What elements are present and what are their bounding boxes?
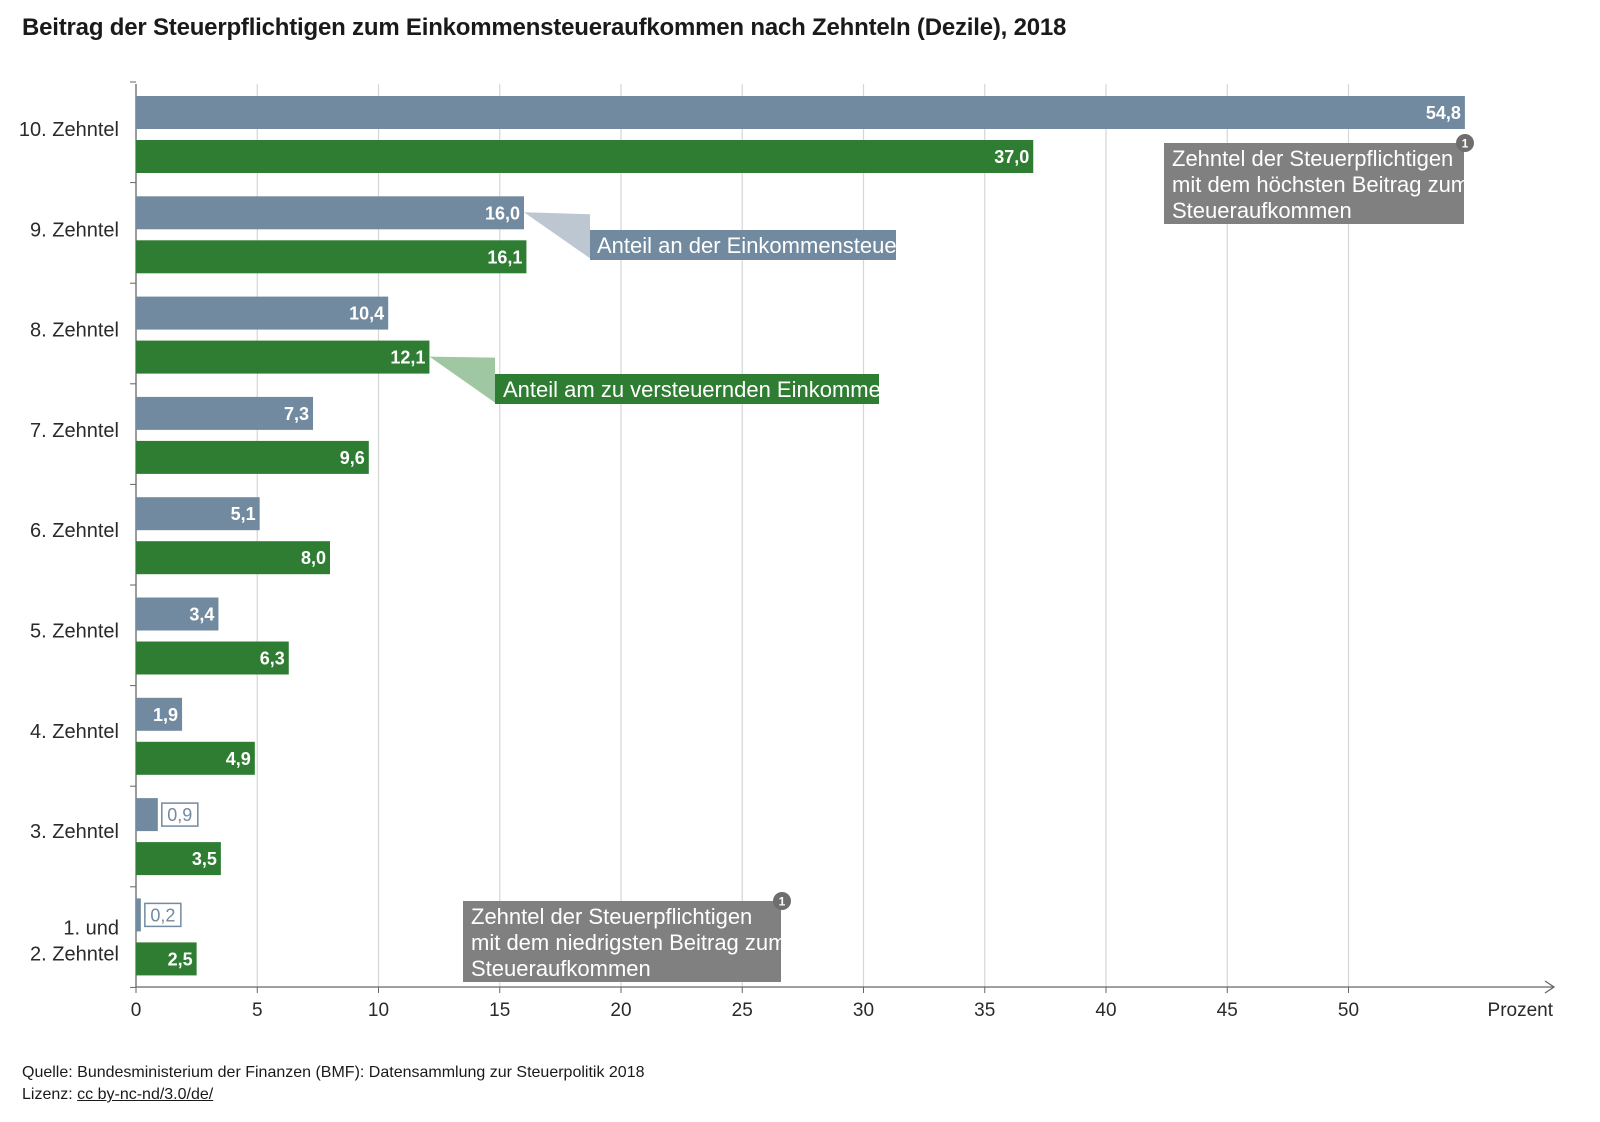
x-tick-label: 50: [1338, 1000, 1359, 1021]
category-label: 1. und 2. Zehntel: [30, 917, 119, 965]
green-bar: [136, 240, 527, 274]
category-label: 8. Zehntel: [30, 320, 119, 342]
value-label: 0,2: [150, 905, 175, 925]
green-callout-pointer: [429, 356, 495, 403]
x-tick-label: 15: [489, 1000, 510, 1021]
x-tick-label: 40: [1095, 1000, 1116, 1021]
value-label: 6,3: [260, 649, 285, 669]
license-link[interactable]: cc by-nc-nd/3.0/de/: [77, 1086, 214, 1103]
footnote-marker-label: 1: [779, 895, 786, 909]
green-bar: [136, 440, 369, 474]
grey-bar: [136, 898, 141, 932]
x-axis-title: Prozent: [1488, 1000, 1554, 1021]
green-bar: [136, 340, 430, 374]
green-bar: [136, 842, 221, 876]
license-note: Lizenz: cc by-nc-nd/3.0/de/: [22, 1084, 645, 1106]
top-decile-note-line: Steueraufkommen: [1172, 198, 1352, 223]
gridlines: [256, 84, 1350, 987]
grey-bar: [136, 697, 183, 731]
category-label: 7. Zehntel: [30, 420, 119, 442]
value-label: 9,6: [340, 448, 365, 468]
value-label: 16,1: [487, 247, 522, 267]
green-series-label: Anteil am zu versteuernden Einkommen: [503, 377, 893, 402]
footnote-marker: [773, 892, 791, 910]
category-label-line: 1. und: [63, 917, 119, 939]
footer: Quelle: Bundesministerium der Finanzen (…: [22, 1062, 645, 1106]
grey-bar: [136, 396, 314, 430]
value-label: 3,5: [192, 849, 217, 869]
value-label: 2,5: [168, 949, 193, 969]
axes: 0 5 10 15 20 25 30 35 40 45 50 Prozent 10. Zehntel 9.…: [19, 81, 1556, 1021]
source-note: Quelle: Bundesministerium der Finanzen (…: [22, 1064, 645, 1081]
value-label: 8,0: [301, 548, 326, 568]
top-decile-note-box: [1164, 143, 1464, 224]
category-label-line: 2. Zehntel: [30, 943, 119, 965]
footnote-marker-label: 1: [1462, 137, 1469, 151]
category-label: 6. Zehntel: [30, 520, 119, 542]
green-bar: [136, 641, 289, 675]
green-bar: [136, 140, 1034, 173]
grey-bar: [136, 296, 389, 330]
grey-callout-pointer: [524, 212, 590, 259]
top-decile-note-line: mit dem höchsten Beitrag zum: [1172, 172, 1469, 197]
grey-callout-box: [590, 230, 896, 260]
value-label: 3,4: [189, 605, 214, 625]
x-tick-label: 25: [732, 1000, 753, 1021]
green-bar: [136, 942, 197, 976]
value-label: 0,9: [167, 805, 192, 825]
x-tick-label: 35: [974, 1000, 995, 1021]
green-bar: [136, 541, 330, 575]
value-label: 10,4: [349, 304, 384, 324]
bar-chart: 0 5 10 15 20 25 30 35 40 45 50 Prozent 10. Zehntel 9.…: [19, 81, 1556, 1021]
value-label: 7,3: [284, 404, 309, 424]
x-tick-label: 45: [1217, 1000, 1238, 1021]
value-label: 12,1: [390, 348, 425, 368]
grey-bar: [136, 497, 260, 531]
category-label: 10. Zehntel: [19, 119, 119, 141]
bottom-decile-note-box: [463, 901, 781, 982]
chart-title: Beitrag der Steuerpflichtigen zum Einkom…: [22, 14, 1067, 41]
value-label: 1,9: [153, 705, 178, 725]
value-label: 54,8: [1426, 103, 1461, 123]
grey-bar: [136, 597, 219, 631]
annotations-group: Anteil an der Einkommensteuer Anteil am z…: [429, 134, 1474, 982]
grey-bar: [136, 96, 1465, 129]
footnote-marker: [1456, 134, 1474, 152]
license-prefix: Lizenz:: [22, 1086, 78, 1103]
x-tick-label: 20: [610, 1000, 631, 1021]
x-tick-label: 0: [131, 1000, 142, 1021]
value-label: 16,0: [485, 203, 520, 223]
bottom-decile-note-line: mit dem niedrigsten Beitrag zum: [471, 930, 786, 955]
grey-bar: [136, 798, 158, 832]
category-label: 5. Zehntel: [30, 621, 119, 643]
value-label-box: [161, 802, 199, 827]
x-tick-label: 5: [252, 1000, 263, 1021]
bottom-decile-note-line: Steueraufkommen: [471, 956, 651, 981]
green-callout-box: [495, 374, 879, 404]
category-label: 9. Zehntel: [30, 219, 119, 241]
category-label: 4. Zehntel: [30, 721, 119, 743]
bottom-decile-note-line: Zehntel der Steuerpflichtigen: [471, 904, 752, 929]
green-bar: [136, 741, 255, 775]
top-decile-note-line: Zehntel der Steuerpflichtigen: [1172, 146, 1453, 171]
x-tick-label: 10: [368, 1000, 389, 1021]
grey-series-label: Anteil an der Einkommensteuer: [597, 233, 904, 258]
value-label: 4,9: [226, 749, 251, 769]
value-label-box: [144, 902, 182, 928]
x-tick-label: 30: [853, 1000, 874, 1021]
value-label: 5,1: [231, 504, 256, 524]
x-axis-arrow: [1544, 980, 1556, 994]
grey-bar: [136, 196, 524, 230]
bars-group: 54,8 37,0 16,0 16,1 10,4 12,1 7,3 9,6 5,1 8,0 3,4 6…: [136, 96, 1465, 976]
category-label: 3. Zehntel: [30, 821, 119, 843]
value-label: 37,0: [994, 147, 1029, 167]
